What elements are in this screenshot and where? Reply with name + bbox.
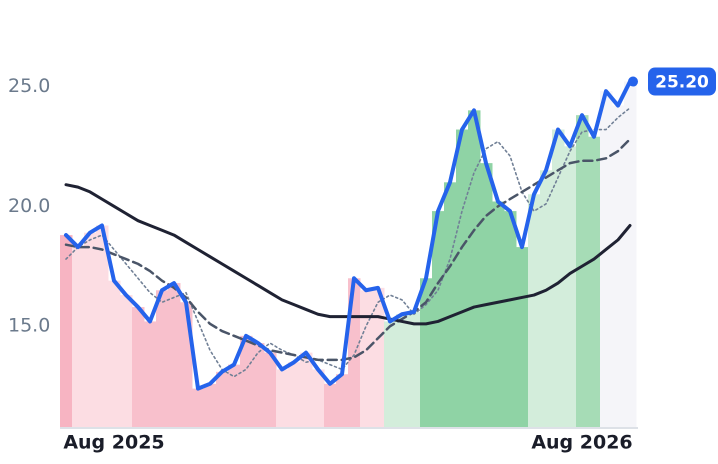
shade-bar <box>264 352 277 427</box>
y-tick-label: 25.0 <box>8 75 50 97</box>
shade-bar <box>372 287 385 427</box>
y-tick-label: 15.0 <box>8 315 50 337</box>
shade-bar <box>480 163 493 427</box>
value-label-box <box>648 67 716 96</box>
shade-bar <box>144 321 157 427</box>
value-label: 25.20 <box>655 73 709 93</box>
shade-bar <box>408 311 421 427</box>
x-tick-label: Aug 2025 <box>63 432 164 454</box>
shade-bar <box>276 369 289 427</box>
shade-bar <box>444 182 457 427</box>
last-point <box>628 76 638 87</box>
y-tick-label: 20.0 <box>8 195 50 217</box>
shade-bar <box>420 278 433 427</box>
shade-bar <box>324 383 337 427</box>
series-line <box>64 79 632 391</box>
shade-bar <box>288 362 301 427</box>
shade-bar <box>132 307 145 427</box>
shade-bar <box>588 136 601 427</box>
shade-bar <box>252 343 265 427</box>
shade-bar <box>516 247 529 427</box>
shade-bar <box>540 170 553 427</box>
shade-bar <box>528 194 541 427</box>
series-line <box>64 137 632 362</box>
shade-bar <box>564 146 577 427</box>
shade-bar <box>240 335 253 427</box>
shade-bar <box>552 129 565 428</box>
shade-bar <box>336 374 349 427</box>
shade-bar <box>612 105 625 427</box>
shade-bar <box>228 364 241 427</box>
shade-bar <box>108 280 121 427</box>
shade-bar <box>456 129 469 428</box>
shade-bar <box>192 388 205 427</box>
x-tick-label: Aug 2026 <box>531 432 632 454</box>
shade-bar <box>96 225 109 427</box>
shade-bar <box>576 115 589 428</box>
shade-bar <box>360 290 373 427</box>
shade-bar <box>120 295 133 427</box>
shade-bar <box>168 283 181 427</box>
shade-bar <box>60 235 73 427</box>
shade-bar <box>504 211 517 427</box>
shade-bar <box>396 314 409 427</box>
shade-bar <box>600 91 613 428</box>
shade-bar <box>300 352 313 427</box>
shade-bar <box>492 201 505 427</box>
shade-bar <box>312 369 325 427</box>
shade-bar <box>216 371 229 427</box>
shade-bar <box>432 211 445 427</box>
shade-bar <box>384 321 397 427</box>
shade-bar <box>72 247 85 427</box>
shade-bar <box>624 81 637 427</box>
shade-bar <box>84 232 97 427</box>
shade-bar <box>204 383 217 427</box>
shade-bar <box>468 110 481 427</box>
shade-bar <box>180 302 193 427</box>
shade-bar <box>156 290 169 427</box>
